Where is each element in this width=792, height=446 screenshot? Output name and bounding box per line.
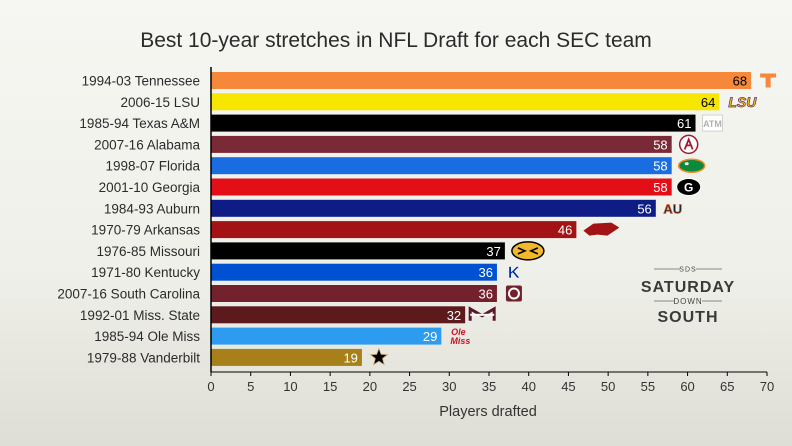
arkansas-razorback-logo — [583, 222, 620, 236]
value-label: 68 — [733, 74, 747, 89]
x-tick-label: 50 — [601, 379, 615, 394]
svg-text:LSU: LSU — [728, 94, 757, 110]
value-label: 58 — [653, 180, 667, 195]
x-axis-title: Players drafted — [439, 404, 537, 420]
svg-text:G: G — [684, 181, 693, 195]
category-label: 2007-16 South Carolina — [57, 287, 200, 302]
value-label: 58 — [653, 159, 667, 174]
value-label: 19 — [343, 350, 357, 365]
kentucky-logo: K — [508, 263, 522, 283]
bar — [211, 135, 672, 153]
chart-title: Best 10-year stretches in NFL Draft for … — [140, 29, 652, 52]
value-label: 64 — [701, 95, 715, 110]
category-label: 1979-88 Vanderbilt — [87, 350, 200, 365]
bar — [211, 157, 672, 175]
category-label: 1992-01 Miss. State — [80, 308, 200, 323]
value-label: 58 — [653, 137, 667, 152]
watermark-top: SDS — [679, 267, 696, 274]
value-label: 29 — [423, 329, 437, 344]
value-label: 61 — [677, 116, 691, 131]
svg-text:Ole: Ole — [451, 327, 466, 337]
bar — [211, 285, 497, 302]
tennessee-t-logo — [760, 73, 777, 88]
bar — [211, 93, 720, 111]
x-tick-label: 40 — [521, 379, 535, 394]
category-label: 2006-15 LSU — [120, 95, 200, 110]
bar — [211, 178, 672, 196]
x-tick-label: 65 — [720, 379, 734, 394]
south-carolina-logo — [505, 285, 522, 302]
value-label: 56 — [637, 201, 651, 216]
x-tick-label: 60 — [680, 379, 694, 394]
value-label: 36 — [478, 287, 492, 302]
x-tick-label: 25 — [402, 379, 416, 394]
category-label: 1976-85 Missouri — [96, 244, 200, 259]
x-tick-label: 35 — [482, 379, 496, 394]
watermark-line2: DOWN — [673, 297, 702, 306]
svg-text:AU: AU — [663, 201, 682, 216]
bar — [211, 199, 656, 217]
x-tick-label: 70 — [760, 379, 774, 394]
auburn-logo: AU — [663, 201, 683, 217]
svg-text:Miss: Miss — [450, 336, 470, 346]
category-label: 1971-80 Kentucky — [91, 265, 200, 280]
value-label: 32 — [447, 308, 461, 323]
category-label: 2007-16 Alabama — [94, 137, 200, 152]
x-tick-label: 10 — [283, 379, 297, 394]
missouri-tiger-logo — [511, 241, 545, 261]
category-label: 1985-94 Ole Miss — [94, 329, 200, 344]
x-tick-label: 20 — [363, 379, 377, 394]
watermark-line3: SOUTH — [658, 309, 719, 326]
category-label: 1970-79 Arkansas — [91, 223, 200, 238]
bar — [211, 221, 577, 239]
x-tick-label: 30 — [442, 379, 456, 394]
x-tick-label: 5 — [247, 379, 254, 394]
bars-layer: 1994-03 Tennessee 68 2006-15 LSU 64 LSU 1985-… — [57, 72, 777, 366]
bar — [211, 263, 497, 281]
category-label: 1984-93 Auburn — [104, 201, 200, 216]
x-axis: 0 5 10 15 20 25 30 35 40 45 50 55 60 65 70 — [207, 67, 774, 394]
category-label: 2001-10 Georgia — [99, 180, 201, 195]
category-label: 1998-07 Florida — [105, 159, 200, 174]
saturday-down-south-watermark: SDS SATURDAY DOWN SOUTH — [641, 267, 735, 327]
bar — [211, 327, 442, 345]
miss-state-logo — [468, 306, 496, 321]
vanderbilt-star-logo — [369, 347, 389, 366]
bar — [211, 114, 696, 132]
florida-gator-logo — [677, 158, 706, 173]
svg-text:K: K — [508, 263, 521, 282]
category-label: 1985-94 Texas A&M — [79, 116, 200, 131]
svg-text:ATM: ATM — [703, 119, 722, 129]
georgia-g-logo: G — [676, 178, 702, 196]
alabama-logo — [678, 134, 699, 155]
bar — [211, 72, 752, 89]
texas-am-logo: ATM — [702, 114, 723, 132]
watermark-line1: SATURDAY — [641, 279, 735, 296]
bar — [211, 242, 505, 260]
x-tick-label: 15 — [323, 379, 337, 394]
value-label: 37 — [486, 244, 500, 259]
category-label: 1994-03 Tennessee — [82, 74, 200, 89]
value-label: 36 — [478, 265, 492, 280]
x-tick-label: 55 — [641, 379, 655, 394]
x-tick-label: 45 — [561, 379, 575, 394]
x-tick-label: 0 — [207, 379, 214, 394]
bar — [211, 348, 362, 366]
bar — [211, 306, 466, 324]
value-label: 46 — [558, 223, 572, 238]
lsu-logo: LSU — [728, 93, 758, 110]
